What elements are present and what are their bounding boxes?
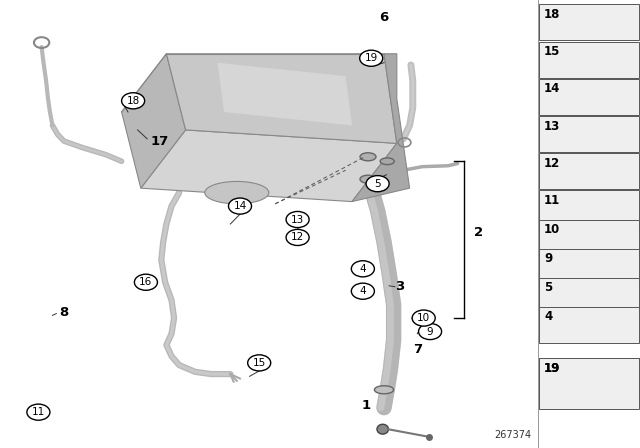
Circle shape <box>134 274 157 290</box>
FancyBboxPatch shape <box>539 4 639 40</box>
Ellipse shape <box>374 386 394 394</box>
FancyBboxPatch shape <box>539 190 639 226</box>
Text: 16: 16 <box>140 277 152 287</box>
Polygon shape <box>141 130 397 202</box>
Circle shape <box>419 323 442 340</box>
Text: 18: 18 <box>127 96 140 106</box>
Text: 14: 14 <box>234 201 246 211</box>
Text: 6: 6 <box>379 11 388 25</box>
Text: 4: 4 <box>360 264 366 274</box>
Text: 267374: 267374 <box>494 430 531 440</box>
Text: 10: 10 <box>417 313 430 323</box>
Circle shape <box>366 176 389 192</box>
FancyBboxPatch shape <box>539 153 639 189</box>
Text: 11: 11 <box>32 407 45 417</box>
Text: 9: 9 <box>544 252 552 265</box>
Text: 4: 4 <box>360 286 366 296</box>
Text: 19: 19 <box>544 362 561 375</box>
Ellipse shape <box>205 181 269 204</box>
Text: 7: 7 <box>413 343 422 356</box>
Text: 19: 19 <box>544 362 561 375</box>
Ellipse shape <box>380 158 394 165</box>
Text: 1: 1 <box>362 399 371 412</box>
Polygon shape <box>218 63 352 125</box>
FancyBboxPatch shape <box>539 307 639 343</box>
FancyBboxPatch shape <box>539 278 639 314</box>
Text: 5: 5 <box>544 281 552 294</box>
Polygon shape <box>166 54 397 143</box>
Text: 17: 17 <box>150 134 169 148</box>
Text: 13: 13 <box>291 215 304 224</box>
Text: 10: 10 <box>544 223 560 236</box>
Text: 13: 13 <box>544 120 560 133</box>
Text: 14: 14 <box>544 82 561 95</box>
Circle shape <box>27 404 50 420</box>
Circle shape <box>412 310 435 326</box>
FancyBboxPatch shape <box>539 220 639 255</box>
Text: 4: 4 <box>544 310 552 323</box>
Circle shape <box>351 261 374 277</box>
Text: 11: 11 <box>544 194 560 207</box>
Text: 15: 15 <box>544 45 561 58</box>
Text: 9: 9 <box>427 327 433 336</box>
Circle shape <box>286 211 309 228</box>
FancyBboxPatch shape <box>539 42 639 78</box>
Text: 12: 12 <box>291 233 304 242</box>
Text: 8: 8 <box>60 306 68 319</box>
Circle shape <box>286 229 309 246</box>
Text: 12: 12 <box>544 157 560 170</box>
Polygon shape <box>122 54 186 188</box>
FancyBboxPatch shape <box>539 358 639 409</box>
Polygon shape <box>352 54 410 202</box>
Circle shape <box>122 93 145 109</box>
Ellipse shape <box>377 424 388 434</box>
FancyBboxPatch shape <box>539 358 639 394</box>
Text: 19: 19 <box>365 53 378 63</box>
Text: 5: 5 <box>374 179 381 189</box>
Text: 2: 2 <box>474 226 483 240</box>
Text: 18: 18 <box>544 8 561 21</box>
Ellipse shape <box>360 153 376 161</box>
Circle shape <box>351 283 374 299</box>
Text: 3: 3 <box>395 280 404 293</box>
FancyBboxPatch shape <box>539 249 639 284</box>
Circle shape <box>360 50 383 66</box>
FancyBboxPatch shape <box>539 79 639 115</box>
Ellipse shape <box>360 175 376 183</box>
Circle shape <box>248 355 271 371</box>
Circle shape <box>228 198 252 214</box>
Text: 15: 15 <box>253 358 266 368</box>
FancyBboxPatch shape <box>539 116 639 152</box>
